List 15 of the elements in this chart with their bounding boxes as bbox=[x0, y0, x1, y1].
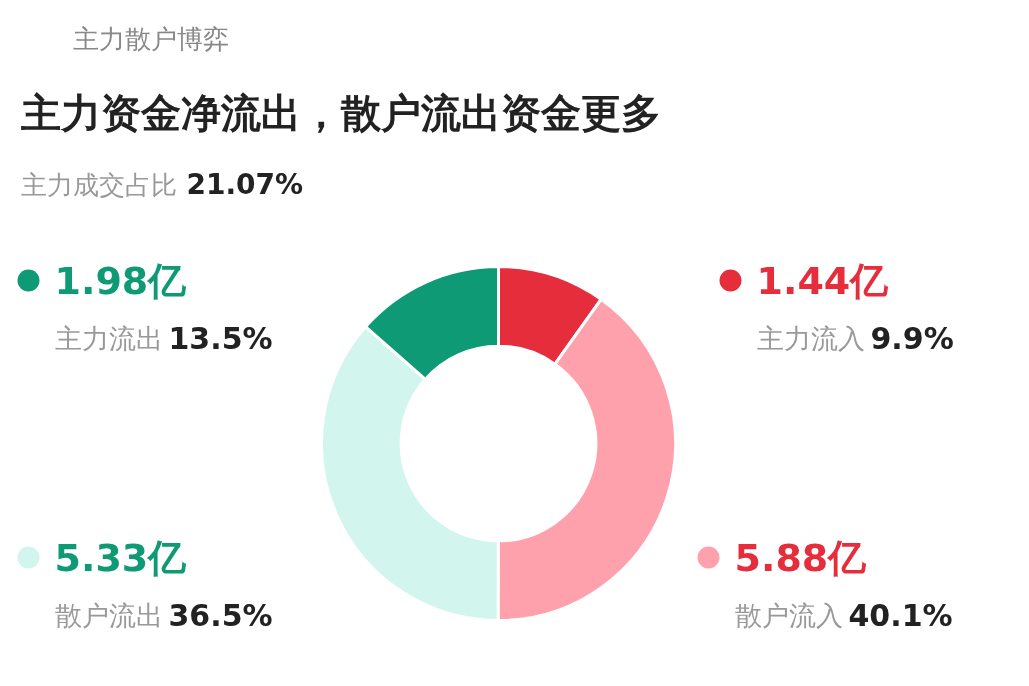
text: 主力散户博弈 bbox=[72, 23, 229, 54]
text: 13.5% bbox=[168, 321, 273, 356]
legend-label: 主力流入 bbox=[756, 323, 865, 354]
legend-label: 散户流出 bbox=[54, 600, 163, 631]
data-label: 1.44亿 bbox=[756, 258, 890, 303]
chart-title: 主力资金净流出，散户流出资金更多 bbox=[19, 89, 661, 136]
text: 36.5% bbox=[168, 598, 273, 633]
text: 40.1% bbox=[848, 598, 953, 633]
legend-label: 主力流出 bbox=[54, 323, 163, 354]
data-label: 5.88亿 bbox=[734, 535, 868, 580]
chart-subtitle: 主力成交占比 21.07% bbox=[20, 168, 304, 201]
data-label: 1.98亿 bbox=[54, 258, 188, 303]
data-label: 5.33亿 bbox=[54, 535, 188, 580]
text: 9.9% bbox=[870, 321, 954, 356]
legend-label: 散户流入 bbox=[734, 600, 843, 631]
